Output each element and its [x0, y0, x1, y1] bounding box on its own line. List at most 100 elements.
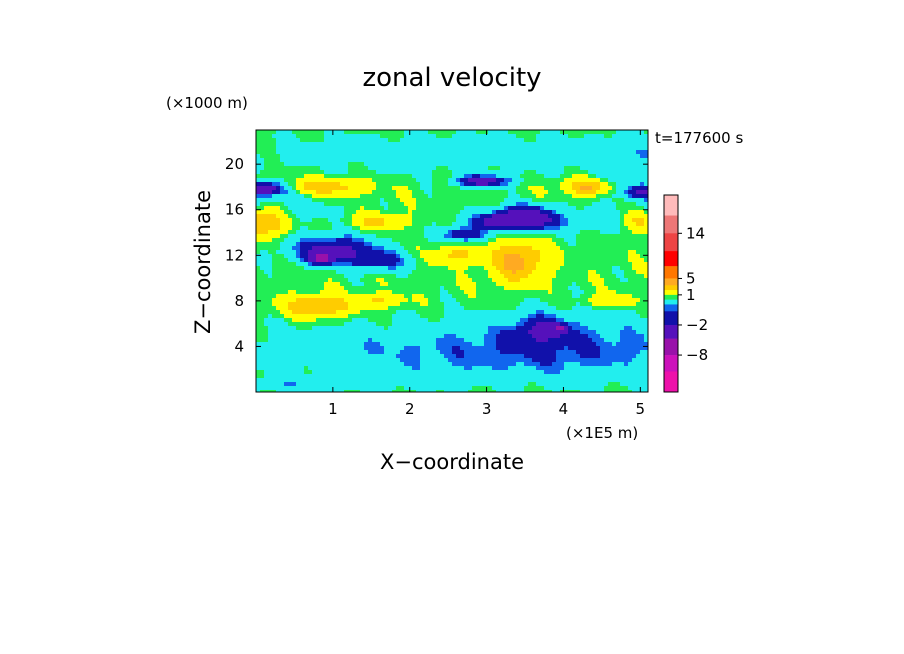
- field-cell: [468, 306, 473, 311]
- field-cell: [580, 290, 585, 295]
- field-cell: [420, 270, 425, 275]
- field-cell: [304, 206, 309, 211]
- field-cell: [416, 130, 421, 135]
- field-cell: [452, 266, 457, 271]
- field-cell: [384, 166, 389, 171]
- field-cell: [448, 326, 453, 331]
- field-cell: [324, 322, 329, 327]
- field-cell: [620, 246, 625, 251]
- field-cell: [444, 178, 449, 183]
- field-cell: [324, 142, 329, 147]
- field-cell: [460, 182, 465, 187]
- field-cell: [580, 190, 585, 195]
- field-cell: [480, 274, 485, 279]
- field-cell: [596, 214, 601, 219]
- field-cell: [480, 222, 485, 227]
- field-cell: [340, 190, 345, 195]
- field-cell: [644, 174, 649, 179]
- field-cell: [376, 226, 381, 231]
- field-cell: [336, 322, 341, 327]
- field-cell: [620, 186, 625, 191]
- field-cell: [368, 258, 373, 263]
- field-cell: [372, 166, 377, 171]
- field-cell: [296, 314, 301, 319]
- field-cell: [412, 166, 417, 171]
- field-cell: [572, 158, 577, 163]
- field-cell: [448, 150, 453, 155]
- field-cell: [528, 162, 533, 167]
- field-cell: [444, 142, 449, 147]
- field-cell: [576, 210, 581, 215]
- field-cell: [272, 202, 277, 207]
- field-cell: [320, 154, 325, 159]
- field-cell: [476, 154, 481, 159]
- field-cell: [480, 206, 485, 211]
- field-cell: [272, 226, 277, 231]
- field-cell: [308, 282, 313, 287]
- field-cell: [496, 222, 501, 227]
- field-cell: [540, 230, 545, 235]
- field-cell: [644, 186, 649, 191]
- field-cell: [332, 186, 337, 191]
- field-cell: [600, 302, 605, 307]
- field-cell: [392, 314, 397, 319]
- field-cell: [608, 294, 613, 299]
- field-cell: [324, 302, 329, 307]
- field-cell: [460, 286, 465, 291]
- field-cell: [356, 326, 361, 331]
- field-cell: [280, 326, 285, 331]
- field-cell: [480, 322, 485, 327]
- field-cell: [544, 202, 549, 207]
- field-cell: [644, 246, 649, 251]
- field-cell: [272, 210, 277, 215]
- field-cell: [360, 130, 365, 135]
- field-cell: [644, 270, 649, 275]
- field-cell: [368, 134, 373, 139]
- field-cell: [372, 186, 377, 191]
- field-cell: [536, 150, 541, 155]
- field-cell: [356, 162, 361, 167]
- field-cell: [508, 174, 513, 179]
- field-cell: [412, 206, 417, 211]
- field-cell: [380, 198, 385, 203]
- field-cell: [640, 258, 645, 263]
- field-cell: [564, 230, 569, 235]
- field-cell: [592, 186, 597, 191]
- field-cell: [316, 326, 321, 331]
- field-cell: [464, 254, 469, 259]
- field-cell: [572, 226, 577, 231]
- field-cell: [508, 154, 513, 159]
- field-cell: [512, 246, 517, 251]
- field-cell: [396, 234, 401, 239]
- field-cell: [572, 142, 577, 147]
- field-cell: [636, 310, 641, 315]
- field-cell: [600, 278, 605, 283]
- field-cell: [436, 214, 441, 219]
- field-cell: [616, 182, 621, 187]
- field-cell: [412, 290, 417, 295]
- field-cell: [596, 250, 601, 255]
- field-cell: [608, 154, 613, 159]
- field-cell: [528, 166, 533, 171]
- field-cell: [348, 302, 353, 307]
- field-cell: [616, 142, 621, 147]
- field-cell: [520, 282, 525, 287]
- field-cell: [376, 206, 381, 211]
- field-cell: [268, 134, 273, 139]
- field-cell: [576, 174, 581, 179]
- field-cell: [420, 222, 425, 227]
- field-cell: [264, 222, 269, 227]
- field-cell: [620, 202, 625, 207]
- field-cell: [324, 258, 329, 263]
- field-cell: [324, 218, 329, 223]
- field-cell: [260, 282, 265, 287]
- field-cell: [484, 186, 489, 191]
- field-cell: [256, 314, 261, 319]
- field-cell: [436, 290, 441, 295]
- field-cell: [340, 174, 345, 179]
- field-cell: [580, 158, 585, 163]
- field-cell: [384, 230, 389, 235]
- field-cell: [556, 170, 561, 175]
- field-cell: [288, 226, 293, 231]
- field-cell: [636, 274, 641, 279]
